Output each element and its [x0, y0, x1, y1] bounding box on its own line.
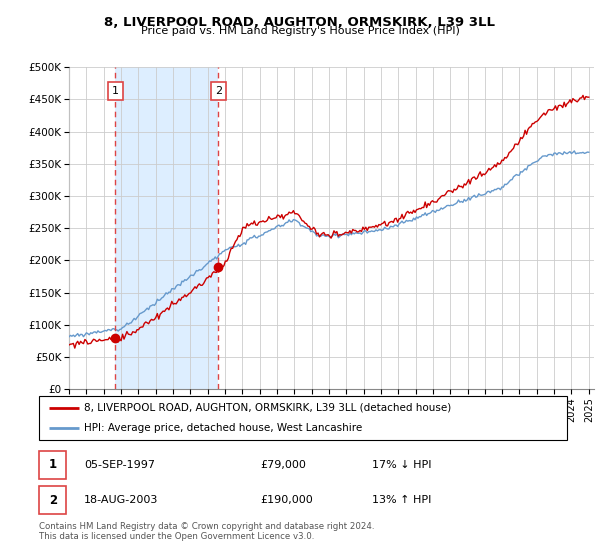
Text: Price paid vs. HM Land Registry's House Price Index (HPI): Price paid vs. HM Land Registry's House …	[140, 26, 460, 36]
Bar	[39, 451, 67, 479]
Text: 18-AUG-2003: 18-AUG-2003	[84, 495, 158, 505]
Text: 2: 2	[215, 86, 222, 96]
Text: 8, LIVERPOOL ROAD, AUGHTON, ORMSKIRK, L39 3LL (detached house): 8, LIVERPOOL ROAD, AUGHTON, ORMSKIRK, L3…	[84, 403, 451, 413]
Text: 13% ↑ HPI: 13% ↑ HPI	[371, 495, 431, 505]
Text: 2: 2	[49, 494, 57, 507]
Text: £190,000: £190,000	[261, 495, 314, 505]
Text: 17% ↓ HPI: 17% ↓ HPI	[371, 460, 431, 470]
Text: 1: 1	[112, 86, 119, 96]
Text: HPI: Average price, detached house, West Lancashire: HPI: Average price, detached house, West…	[84, 423, 362, 433]
Text: 05-SEP-1997: 05-SEP-1997	[84, 460, 155, 470]
Text: 8, LIVERPOOL ROAD, AUGHTON, ORMSKIRK, L39 3LL: 8, LIVERPOOL ROAD, AUGHTON, ORMSKIRK, L3…	[104, 16, 496, 29]
Text: £79,000: £79,000	[261, 460, 307, 470]
Text: Contains HM Land Registry data © Crown copyright and database right 2024.
This d: Contains HM Land Registry data © Crown c…	[39, 522, 374, 542]
Bar	[39, 486, 67, 514]
Text: 1: 1	[49, 458, 57, 472]
Bar	[115, 67, 218, 389]
